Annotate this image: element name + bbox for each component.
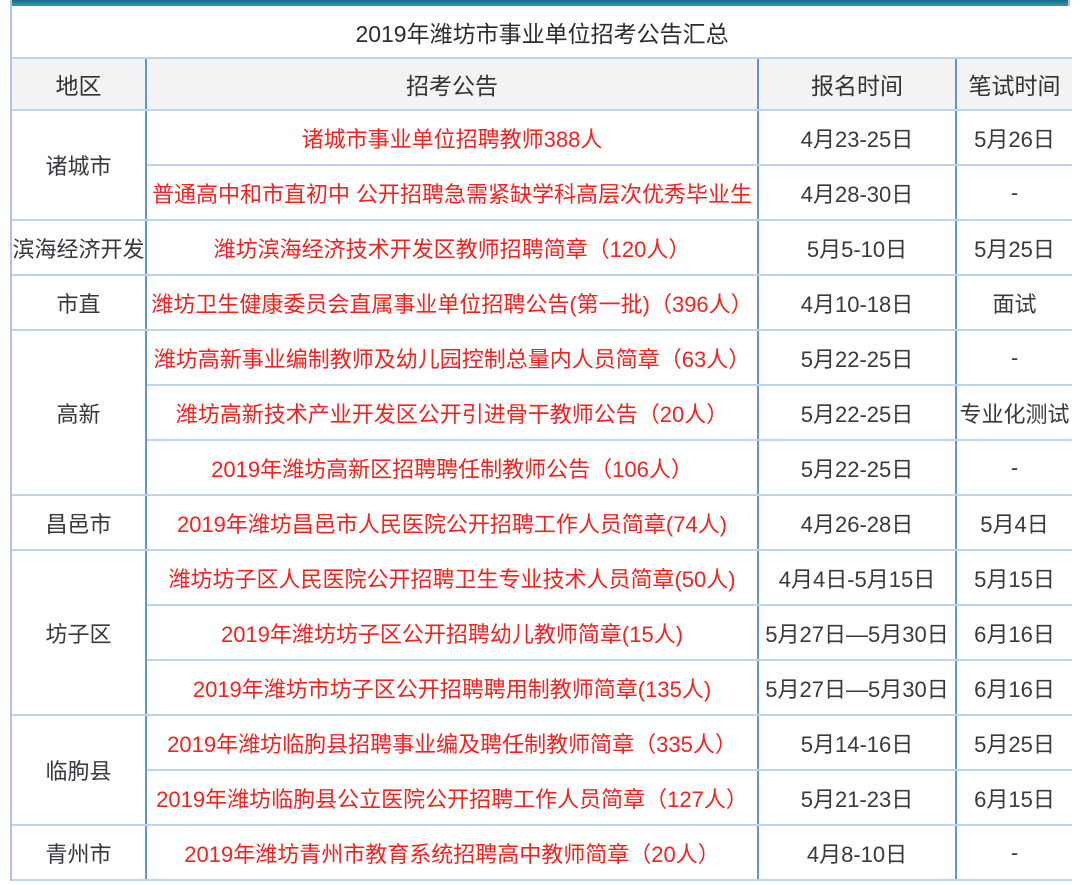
column-header-announcement: 招考公告 xyxy=(146,58,759,111)
signup-time-cell: 4月8-10日 xyxy=(758,825,957,881)
table-row: 普通高中和市直初中 公开招聘急需紧缺学科高层次优秀毕业生 4月28-30日 - xyxy=(12,165,1073,221)
signup-time-cell: 5月27日—5月30日 xyxy=(758,660,957,716)
signup-time-cell: 4月23-25日 xyxy=(758,110,957,166)
exam-time-cell: 6月16日 xyxy=(956,660,1073,716)
signup-time-cell: 5月5-10日 xyxy=(758,220,957,276)
region-cell: 坊子区 xyxy=(12,550,147,716)
announcement-link[interactable]: 普通高中和市直初中 公开招聘急需紧缺学科高层次优秀毕业生 xyxy=(146,165,759,221)
table-row: 2019年潍坊坊子区公开招聘幼儿教师简章(15人) 5月27日—5月30日 6月16… xyxy=(12,605,1073,661)
table-row: 青州市 2019年潍坊青州市教育系统招聘高中教师简章（20人） 4月8-10日 - xyxy=(12,825,1073,881)
column-header-signup-time: 报名时间 xyxy=(758,58,957,111)
column-header-exam-time: 笔试时间 xyxy=(956,58,1073,111)
signup-time-cell: 5月22-25日 xyxy=(758,440,957,496)
signup-time-cell: 5月27日—5月30日 xyxy=(758,605,957,661)
announcement-link[interactable]: 潍坊滨海经济技术开发区教师招聘简章（120人） xyxy=(146,220,759,276)
signup-time-cell: 4月10-18日 xyxy=(758,275,957,331)
region-cell: 滨海经济开发 xyxy=(12,220,147,276)
region-cell: 青州市 xyxy=(12,825,147,881)
signup-time-cell: 4月28-30日 xyxy=(758,165,957,221)
announcement-link[interactable]: 2019年潍坊临朐县招聘事业编及聘任制教师简章（335人） xyxy=(146,715,759,771)
announcement-link[interactable]: 潍坊高新事业编制教师及幼儿园控制总量内人员简章（63人） xyxy=(146,330,759,386)
table-row: 坊子区 潍坊坊子区人民医院公开招聘卫生专业技术人员简章(50人) 4月4日-5月15… xyxy=(12,550,1073,716)
exam-time-cell: - xyxy=(956,330,1073,386)
announcement-link[interactable]: 潍坊坊子区人民医院公开招聘卫生专业技术人员简章(50人) xyxy=(146,550,759,606)
announcement-link[interactable]: 2019年潍坊市坊子区公开招聘聘用制教师简章(135人) xyxy=(146,660,759,716)
table-row: 2019年潍坊市坊子区公开招聘聘用制教师简章(135人) 5月27日—5月30日 6… xyxy=(12,660,1073,716)
table-row: 诸城市 诸城市事业单位招聘教师388人 4月23-25日 5月26日 xyxy=(12,110,1073,221)
announcement-link[interactable]: 2019年潍坊坊子区公开招聘幼儿教师简章(15人) xyxy=(146,605,759,661)
announcement-link[interactable]: 2019年潍坊昌邑市人民医院公开招聘工作人员简章(74人) xyxy=(146,495,759,551)
exam-time-cell: 6月16日 xyxy=(956,605,1073,661)
exam-time-cell: 5月25日 xyxy=(956,220,1073,276)
signup-time-cell: 5月21-23日 xyxy=(758,770,957,826)
signup-time-cell: 5月22-25日 xyxy=(758,330,957,386)
region-cell: 昌邑市 xyxy=(12,495,147,551)
top-accent-bar xyxy=(12,0,1068,6)
announcement-link[interactable]: 潍坊高新技术产业开发区公开引进骨干教师公告（20人） xyxy=(146,385,759,441)
exam-time-cell: 5月25日 xyxy=(956,715,1073,771)
signup-time-cell: 4月4日-5月15日 xyxy=(758,550,957,606)
announcement-link[interactable]: 诸城市事业单位招聘教师388人 xyxy=(146,110,759,166)
column-header-region: 地区 xyxy=(12,58,147,111)
table-body: 诸城市 诸城市事业单位招聘教师388人 4月23-25日 5月26日 普通高中和市直初中… xyxy=(12,110,1073,881)
exam-time-cell: 5月26日 xyxy=(956,110,1073,166)
table-row: 潍坊高新技术产业开发区公开引进骨干教师公告（20人） 5月22-25日 专业化测试 xyxy=(12,385,1073,441)
recruitment-summary-table: 2019年潍坊市事业单位招考公告汇总 地区 招考公告 报名时间 笔试时间 诸城市… xyxy=(12,6,1073,881)
table-row: 市直 潍坊卫生健康委员会直属事业单位招聘公告(第一批)（396人） 4月10-18日… xyxy=(12,275,1073,331)
signup-time-cell: 5月14-16日 xyxy=(758,715,957,771)
header-row: 地区 招考公告 报名时间 笔试时间 xyxy=(12,58,1073,111)
exam-time-cell: 5月15日 xyxy=(956,550,1073,606)
table-row: 高新 潍坊高新事业编制教师及幼儿园控制总量内人员简章（63人） 5月22-25日 - xyxy=(12,330,1073,496)
exam-time-cell: - xyxy=(956,165,1073,221)
exam-time-cell: 6月15日 xyxy=(956,770,1073,826)
title-row: 2019年潍坊市事业单位招考公告汇总 xyxy=(12,6,1073,59)
region-cell: 临朐县 xyxy=(12,715,147,826)
table-row: 昌邑市 2019年潍坊昌邑市人民医院公开招聘工作人员简章(74人) 4月26-28日… xyxy=(12,495,1073,551)
table-row: 2019年潍坊高新区招聘聘任制教师公告（106人） 5月22-25日 - xyxy=(12,440,1073,496)
signup-time-cell: 5月22-25日 xyxy=(758,385,957,441)
summary-table-container: 2019年潍坊市事业单位招考公告汇总 地区 招考公告 报名时间 笔试时间 诸城市… xyxy=(10,0,1073,881)
exam-time-cell: 5月4日 xyxy=(956,495,1073,551)
exam-time-cell: - xyxy=(956,440,1073,496)
exam-time-cell: 专业化测试 xyxy=(956,385,1073,441)
exam-time-cell: - xyxy=(956,825,1073,881)
table-row: 滨海经济开发 潍坊滨海经济技术开发区教师招聘简章（120人） 5月5-10日 5月25… xyxy=(12,220,1073,276)
announcement-link[interactable]: 2019年潍坊青州市教育系统招聘高中教师简章（20人） xyxy=(146,825,759,881)
announcement-link[interactable]: 2019年潍坊高新区招聘聘任制教师公告（106人） xyxy=(146,440,759,496)
table-row: 2019年潍坊临朐县公立医院公开招聘工作人员简章（127人） 5月21-23日 6月… xyxy=(12,770,1073,826)
announcement-link[interactable]: 2019年潍坊临朐县公立医院公开招聘工作人员简章（127人） xyxy=(146,770,759,826)
signup-time-cell: 4月26-28日 xyxy=(758,495,957,551)
exam-time-cell: 面试 xyxy=(956,275,1073,331)
table-title: 2019年潍坊市事业单位招考公告汇总 xyxy=(12,6,1073,59)
region-cell: 诸城市 xyxy=(12,110,147,221)
table-row: 临朐县 2019年潍坊临朐县招聘事业编及聘任制教师简章（335人） 5月14-16日… xyxy=(12,715,1073,826)
announcement-link[interactable]: 潍坊卫生健康委员会直属事业单位招聘公告(第一批)（396人） xyxy=(146,275,759,331)
region-cell: 市直 xyxy=(12,275,147,331)
region-cell: 高新 xyxy=(12,330,147,496)
